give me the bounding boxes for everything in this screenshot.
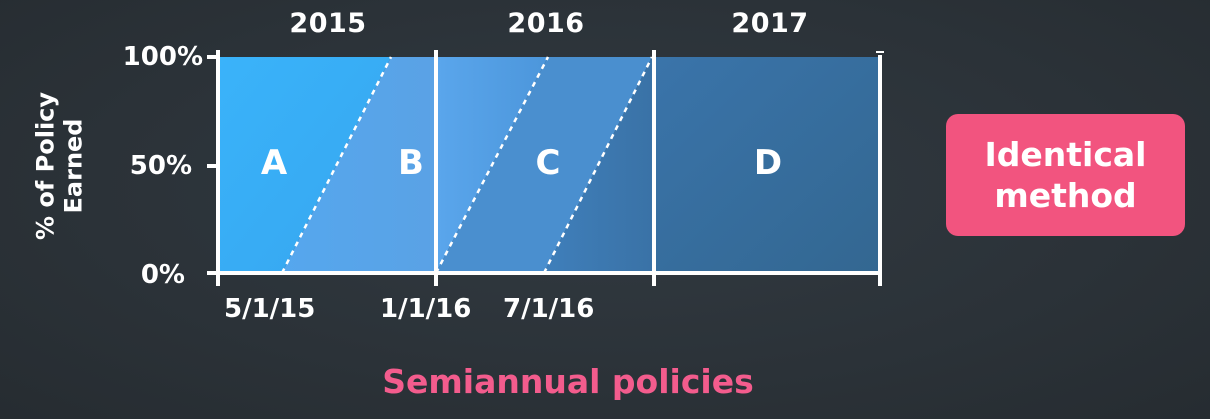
region-a	[218, 57, 391, 273]
earning-line-3	[542, 56, 654, 274]
year-2017: 2017	[731, 8, 809, 39]
x-tick-1-1-16: 1/1/16	[380, 294, 472, 324]
region-label-d: D	[754, 143, 782, 183]
identical-method-badge: Identical method	[946, 114, 1185, 236]
region-b	[282, 57, 436, 273]
region-label-c: C	[536, 143, 561, 183]
region-d	[654, 57, 880, 273]
earning-line-2	[434, 56, 550, 274]
region-c	[436, 57, 652, 273]
y-tick-0: 0%	[140, 260, 185, 290]
earning-line-1	[280, 56, 393, 274]
chart-title: Semiannual policies	[382, 362, 754, 401]
year-2016: 2016	[507, 8, 585, 39]
y-tick-100: 100%	[122, 42, 203, 72]
region-label-b: B	[398, 143, 424, 183]
x-tick-5-1-15: 5/1/15	[224, 294, 316, 324]
region-label-a: A	[261, 143, 288, 183]
y-tick-50: 50%	[129, 151, 192, 181]
x-tick-7-1-16: 7/1/16	[503, 294, 595, 324]
year-2015: 2015	[289, 8, 367, 39]
